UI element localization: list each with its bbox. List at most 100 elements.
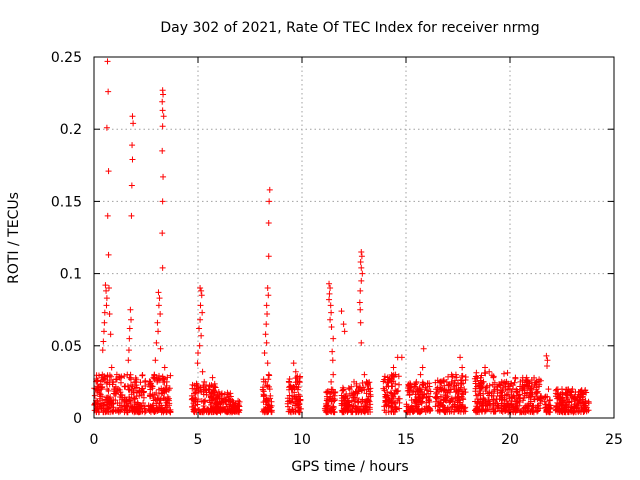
- x-axis-label: GPS time / hours: [291, 459, 408, 475]
- roti-marker: [529, 402, 536, 409]
- roti-marker: [532, 379, 539, 386]
- roti-marker: [414, 386, 421, 393]
- roti-marker: [385, 383, 392, 390]
- roti-marker: [559, 386, 565, 393]
- roti-marker: [517, 378, 524, 385]
- roti-marker: [97, 393, 104, 400]
- y-tick-label: 0.15: [51, 194, 82, 210]
- roti-marker: [493, 396, 500, 403]
- roti-marker: [473, 403, 480, 410]
- roti-marker: [342, 408, 349, 415]
- roti-marker: [439, 403, 446, 410]
- roti-marker: [159, 147, 166, 154]
- roti-marker: [510, 381, 517, 388]
- roti-marker: [265, 220, 272, 227]
- roti-marker: [286, 376, 293, 383]
- roti-marker: [260, 384, 267, 391]
- roti-marker: [94, 377, 101, 384]
- roti-marker: [212, 389, 219, 396]
- roti-marker: [477, 378, 484, 385]
- roti-marker: [425, 397, 432, 404]
- roti-marker: [101, 309, 108, 316]
- roti-marker: [499, 389, 506, 396]
- roti-marker: [530, 396, 537, 403]
- roti-marker: [473, 369, 480, 376]
- roti-marker: [581, 408, 588, 415]
- roti-marker: [331, 389, 338, 396]
- roti-marker: [261, 350, 268, 357]
- roti-marker: [565, 389, 572, 396]
- roti-marker: [455, 404, 462, 411]
- roti-marker: [324, 409, 331, 416]
- roti-marker: [443, 387, 450, 394]
- roti-marker: [159, 198, 166, 205]
- roti-marker: [426, 380, 433, 387]
- roti-marker: [566, 399, 573, 406]
- roti-marker: [106, 395, 113, 402]
- roti-marker: [220, 406, 227, 413]
- roti-marker: [295, 405, 302, 412]
- roti-marker: [500, 384, 507, 391]
- roti-marker: [326, 290, 333, 297]
- roti-marker: [413, 394, 420, 401]
- roti-marker: [512, 374, 519, 381]
- roti-marker: [222, 398, 229, 405]
- roti-marker: [213, 409, 220, 416]
- roti-marker: [538, 393, 545, 400]
- roti-marker: [515, 392, 522, 399]
- roti-marker: [328, 378, 335, 385]
- roti-marker: [137, 406, 144, 413]
- roti-marker: [367, 393, 374, 400]
- roti-marker: [226, 393, 233, 400]
- roti-marker: [159, 375, 166, 382]
- roti-marker: [557, 405, 564, 412]
- roti-marker: [264, 360, 271, 367]
- roti-marker: [159, 123, 166, 130]
- roti-marker: [99, 371, 106, 378]
- roti-marker: [326, 397, 333, 404]
- roti-marker: [342, 393, 349, 400]
- roti-marker: [357, 319, 364, 326]
- roti-marker: [392, 371, 399, 378]
- roti-marker: [159, 98, 166, 105]
- roti-marker: [512, 403, 519, 410]
- roti-marker: [103, 408, 110, 415]
- roti-marker: [265, 292, 272, 299]
- roti-marker: [163, 378, 170, 385]
- roti-marker: [516, 402, 523, 409]
- roti-marker: [149, 383, 156, 390]
- roti-marker: [121, 394, 128, 401]
- roti-marker: [351, 378, 357, 385]
- roti-marker: [456, 387, 463, 394]
- roti-marker: [392, 408, 399, 415]
- roti-marker: [150, 407, 157, 414]
- roti-marker: [263, 339, 270, 346]
- roti-marker: [124, 371, 131, 378]
- y-tick-label: 0.1: [60, 267, 82, 283]
- roti-marker: [482, 407, 489, 414]
- roti-marker: [358, 248, 365, 255]
- roti-marker: [411, 381, 418, 388]
- roti-marker: [265, 253, 272, 260]
- roti-marker: [126, 335, 133, 342]
- roti-marker: [423, 394, 430, 401]
- roti-marker: [390, 364, 397, 371]
- roti-marker: [579, 393, 586, 400]
- roti-marker: [388, 403, 395, 410]
- roti-marker: [326, 296, 333, 303]
- roti-marker: [552, 404, 559, 411]
- roti-marker: [432, 394, 439, 401]
- roti-marker: [98, 405, 105, 412]
- roti-marker: [384, 389, 391, 396]
- roti-marker: [344, 403, 351, 410]
- roti-marker: [358, 264, 365, 271]
- roti-marker: [494, 386, 501, 393]
- roti-marker: [545, 386, 552, 393]
- roti-marker: [125, 357, 132, 364]
- roti-marker: [160, 395, 167, 402]
- roti-marker: [381, 407, 388, 414]
- roti-marker: [235, 402, 242, 409]
- plot-frame: [93, 56, 615, 419]
- roti-marker: [108, 373, 115, 380]
